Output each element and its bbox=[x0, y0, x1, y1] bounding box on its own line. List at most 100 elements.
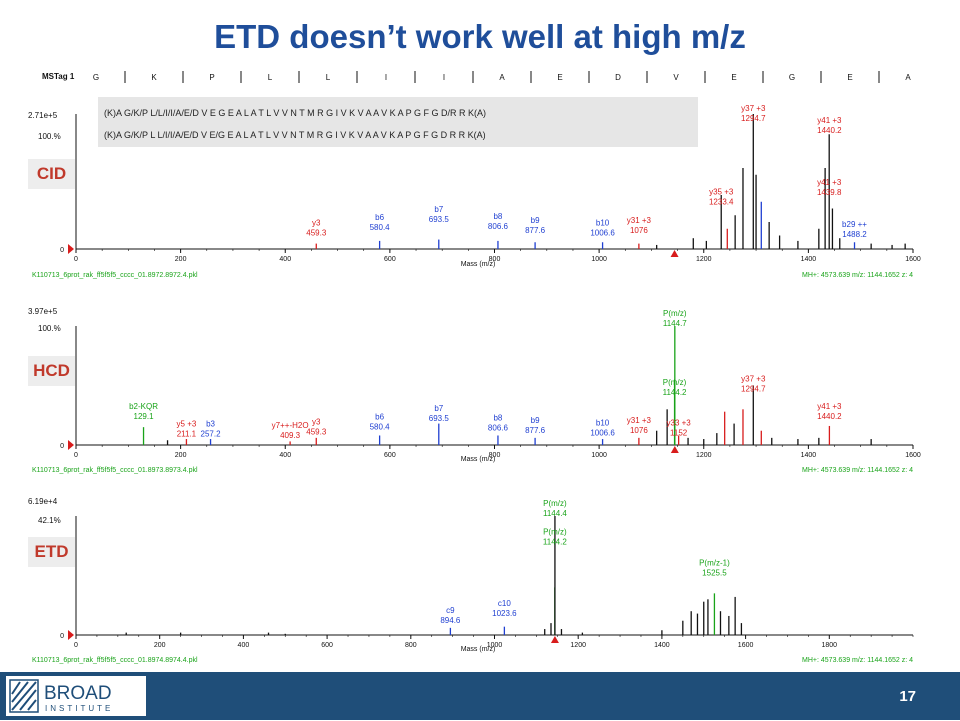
x-tick-label: 1600 bbox=[905, 256, 921, 263]
ion-mz-label: 1076 bbox=[630, 226, 648, 235]
x-tick-label: 1600 bbox=[738, 642, 754, 649]
ion-mz-label: 459.3 bbox=[306, 229, 327, 238]
x-tick-label: 1000 bbox=[591, 256, 607, 263]
ion-mz-label: 1525.5 bbox=[702, 569, 727, 578]
max-intensity-label: 3.97e+5 bbox=[28, 307, 58, 316]
baseline-marker-icon bbox=[68, 244, 74, 254]
ion-label: b6 bbox=[375, 213, 384, 222]
sequence-residue: G bbox=[789, 73, 795, 82]
method-label-cid: CID bbox=[28, 159, 75, 189]
logo-wordmark: BROAD bbox=[44, 683, 112, 704]
ion-label: P(m/z) bbox=[663, 309, 687, 318]
ion-label: c10 bbox=[498, 599, 511, 608]
precursor-marker-icon bbox=[550, 636, 559, 643]
ion-mz-label: 409.3 bbox=[280, 431, 301, 440]
ion-mz-label: 1144.7 bbox=[663, 319, 687, 328]
x-tick-label: 0 bbox=[74, 642, 78, 649]
sequence-residue: L bbox=[268, 73, 273, 82]
x-axis-label: Mass (m/z) bbox=[461, 646, 496, 653]
ion-label: b2-KQR bbox=[129, 402, 158, 411]
hcd-spectrum: 3.97e+5 100.% 0 0 200 400 600 800 1000 1200 1400… bbox=[28, 307, 921, 474]
ion-label: P(m/z) bbox=[543, 499, 567, 508]
ion-mz-label: 693.5 bbox=[429, 414, 450, 423]
ion-label: y3 bbox=[312, 417, 321, 426]
ion-mz-label: 1023.6 bbox=[492, 609, 517, 618]
ion-mz-label: 877.6 bbox=[525, 226, 546, 235]
rel-percent-label: 42.1% bbox=[38, 516, 61, 525]
y-zero-label: 0 bbox=[60, 443, 64, 450]
ion-mz-label: 1144.2 bbox=[663, 388, 687, 397]
ion-label: y37 +3 bbox=[741, 104, 766, 113]
baseline-marker-icon bbox=[68, 440, 74, 450]
precursor-info: MH+: 4573.639 m/z: 1144.1652 z: 4 bbox=[802, 272, 913, 279]
ion-mz-label: 1294.7 bbox=[741, 384, 766, 393]
max-intensity-label: 2.71e+5 bbox=[28, 111, 58, 120]
x-tick-label: 400 bbox=[238, 642, 250, 649]
ion-label: b9 bbox=[531, 216, 540, 225]
x-tick-label: 1000 bbox=[591, 452, 607, 459]
ion-label: b6 bbox=[375, 413, 384, 422]
ion-label: b10 bbox=[596, 418, 610, 427]
ion-mz-label: 877.6 bbox=[525, 426, 546, 435]
sequence-residue: P bbox=[209, 73, 214, 82]
ion-mz-label: 257.2 bbox=[201, 430, 222, 439]
x-tick-label: 1000 bbox=[487, 642, 503, 649]
ion-label: b8 bbox=[493, 414, 502, 423]
cid-spectrum: MSTag 1 G K P L L I I A E D V E G E A (K)A G/K/P L/L/I… bbox=[28, 71, 921, 279]
sequence-box bbox=[98, 97, 698, 147]
footer-bar bbox=[0, 672, 960, 720]
ion-label: b29 ++ bbox=[842, 220, 867, 229]
ion-mz-label: 1439.8 bbox=[817, 188, 842, 197]
x-tick-label: 1400 bbox=[801, 452, 817, 459]
x-tick-label: 0 bbox=[74, 256, 78, 263]
page-number: 17 bbox=[899, 688, 916, 705]
etd-plot: 0 0 200 400 600 800 1000 1200 1400 1600 1800 c9894.… bbox=[60, 499, 914, 649]
sequence-bar-label: MSTag 1 bbox=[42, 72, 75, 81]
broad-institute-logo: BROAD INSTITUTE bbox=[6, 676, 146, 716]
ion-mz-label: 211.1 bbox=[177, 430, 197, 439]
ion-mz-label: 1488.2 bbox=[842, 230, 867, 239]
y-zero-label: 0 bbox=[60, 633, 64, 640]
ion-mz-label: 580.4 bbox=[370, 423, 391, 432]
ion-label: y31 +3 bbox=[627, 416, 652, 425]
x-tick-label: 800 bbox=[489, 452, 501, 459]
precursor-info: MH+: 4573.639 m/z: 1144.1652 z: 4 bbox=[802, 657, 913, 664]
x-tick-label: 800 bbox=[489, 256, 501, 263]
x-tick-label: 200 bbox=[154, 642, 166, 649]
ion-mz-label: 1144.4 bbox=[543, 509, 567, 518]
method-label-etd: ETD bbox=[28, 537, 75, 567]
ion-label: y41 +3 bbox=[817, 116, 842, 125]
ion-label: y33 +3 bbox=[667, 418, 692, 427]
ion-label: P(m/z) bbox=[663, 378, 687, 387]
sequence-line-1: (K)A G/K/P L/L/I/I/A/E/D V E G E A L A T… bbox=[104, 108, 486, 118]
ion-label: y37 +3 bbox=[741, 374, 766, 383]
sequence-residue: V bbox=[673, 73, 679, 82]
sequence-residue: D bbox=[615, 73, 621, 82]
ion-label: y41 +3 bbox=[817, 178, 842, 187]
sequence-residue: E bbox=[847, 73, 852, 82]
baseline-marker-icon bbox=[68, 630, 74, 640]
ion-label: y41 +3 bbox=[817, 402, 842, 411]
ion-label: b9 bbox=[531, 416, 540, 425]
x-tick-label: 400 bbox=[279, 452, 291, 459]
sequence-residue: L bbox=[326, 73, 331, 82]
x-tick-label: 800 bbox=[405, 642, 417, 649]
x-tick-label: 1800 bbox=[822, 642, 838, 649]
file-name: K110713_6prot_rak_ff5f5f5_cccc_01.8972.8… bbox=[32, 272, 198, 279]
ion-mz-label: 1233.4 bbox=[709, 197, 734, 206]
sequence-residue: E bbox=[731, 73, 736, 82]
ion-mz-label: 1144.2 bbox=[543, 538, 567, 547]
ion-label: b8 bbox=[493, 212, 502, 221]
ion-mz-label: 1006.6 bbox=[590, 428, 615, 437]
ion-label: P(m/z-1) bbox=[699, 559, 730, 568]
ion-label: b3 bbox=[206, 420, 215, 429]
y-zero-label: 0 bbox=[60, 247, 64, 254]
x-tick-label: 1600 bbox=[905, 452, 921, 459]
x-tick-label: 1200 bbox=[570, 642, 586, 649]
sequence-residue: I bbox=[385, 73, 387, 82]
sequence-residue: G bbox=[93, 73, 99, 82]
sequence-residue: A bbox=[499, 73, 505, 82]
slide-title: ETD doesn’t work well at high m/z bbox=[214, 18, 746, 55]
